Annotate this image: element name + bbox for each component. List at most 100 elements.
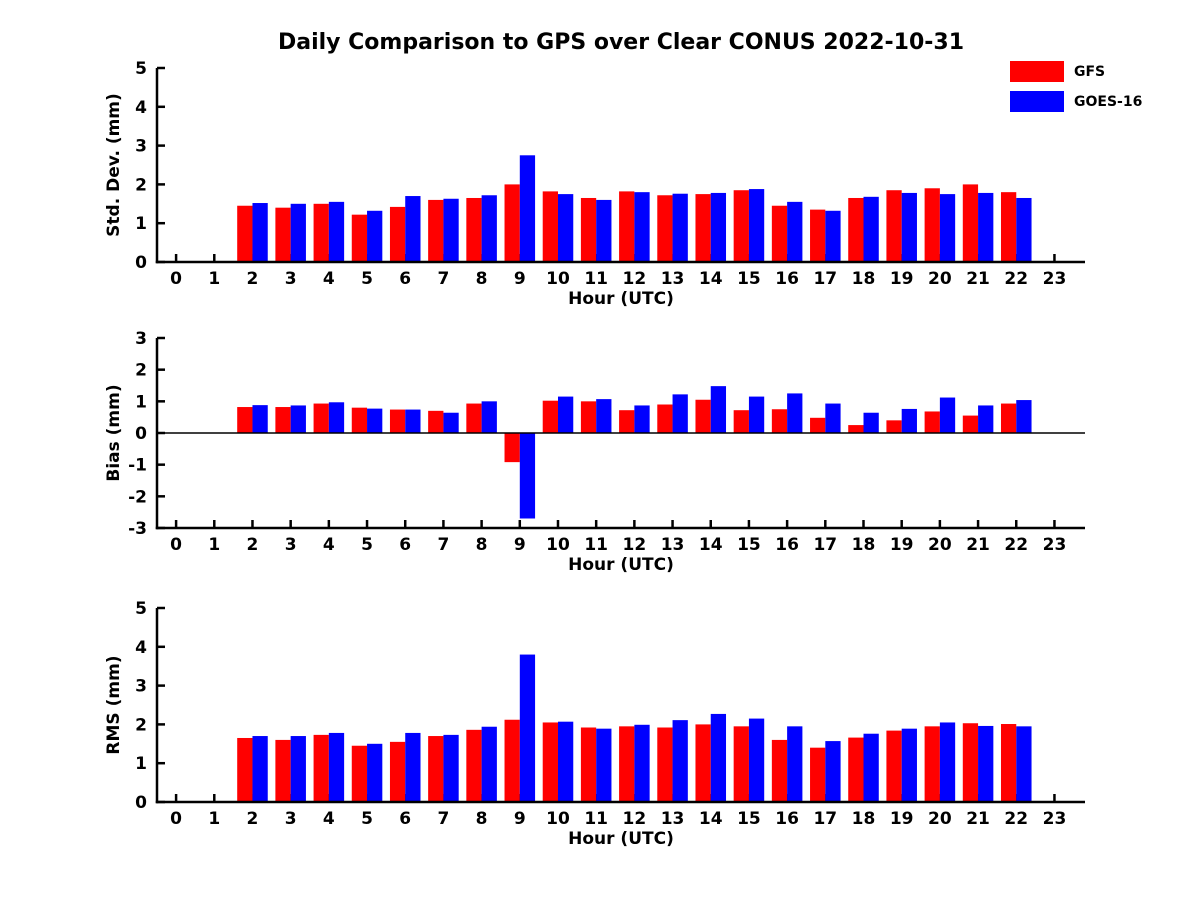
bar (596, 728, 612, 802)
y-tick-label: 0 (135, 793, 147, 813)
bar (389, 206, 406, 262)
bar (1000, 403, 1017, 433)
x-tick-label: 11 (584, 809, 608, 829)
x-tick-label: 18 (852, 809, 876, 829)
bar (313, 203, 329, 262)
bar (848, 425, 864, 433)
bar (237, 737, 253, 802)
bar (825, 403, 841, 433)
y-tick-label: 0 (135, 253, 147, 273)
x-tick-label: 4 (323, 535, 335, 555)
bar (367, 408, 383, 433)
bar (657, 195, 673, 262)
bar (542, 722, 558, 802)
bar (1000, 192, 1017, 262)
x-tick-label: 20 (928, 269, 952, 289)
bar (787, 201, 803, 262)
bar (519, 155, 536, 262)
bar (351, 407, 368, 433)
bar (466, 729, 482, 802)
bar (771, 739, 788, 802)
x-tick-label: 1 (208, 269, 220, 289)
x-tick-label: 22 (1004, 269, 1028, 289)
bar (825, 210, 841, 262)
y-tick-label: 2 (135, 361, 147, 381)
x-tick-label: 7 (437, 269, 449, 289)
bar (710, 192, 727, 262)
y-axis-label: Bias (mm) (104, 384, 124, 481)
y-tick-label: 2 (135, 175, 147, 195)
x-tick-label: 19 (890, 269, 914, 289)
x-tick-label: 8 (476, 535, 488, 555)
bar (252, 405, 268, 433)
bar (481, 401, 497, 433)
bar (695, 724, 711, 802)
bar (771, 409, 788, 433)
x-tick-label: 4 (323, 809, 335, 829)
x-tick-label: 17 (813, 535, 837, 555)
legend-label-goes16: GOES-16 (1074, 93, 1143, 110)
chart-title: Daily Comparison to GPS over Clear CONUS… (277, 30, 965, 55)
bar (443, 412, 459, 433)
bar (657, 727, 673, 802)
bar (672, 394, 688, 433)
x-axis-label: Hour (UTC) (568, 829, 674, 849)
y-tick-label: 1 (135, 754, 147, 774)
y-tick-label: 5 (135, 59, 147, 79)
bar (367, 743, 383, 802)
bar (787, 393, 803, 433)
x-tick-label: 19 (890, 809, 914, 829)
y-tick-label: -2 (128, 487, 147, 507)
x-tick-label: 21 (966, 535, 990, 555)
x-tick-label: 0 (170, 269, 182, 289)
x-tick-label: 9 (514, 809, 526, 829)
bar (519, 433, 536, 519)
bar (672, 193, 688, 262)
bar (1016, 400, 1032, 433)
bar (733, 410, 749, 433)
x-tick-label: 5 (361, 535, 373, 555)
bar (886, 420, 902, 433)
bar (580, 727, 597, 802)
bar (443, 198, 459, 262)
bar (252, 203, 268, 262)
x-tick-label: 18 (852, 535, 876, 555)
x-tick-label: 6 (399, 809, 411, 829)
y-tick-label: 1 (135, 392, 147, 412)
bar (886, 730, 902, 802)
y-axis-label: RMS (mm) (104, 655, 124, 754)
bar (405, 409, 421, 433)
x-tick-label: 20 (928, 535, 952, 555)
x-tick-label: 3 (285, 269, 297, 289)
bar (428, 410, 444, 433)
bar (939, 722, 956, 802)
x-tick-label: 6 (399, 269, 411, 289)
bar (504, 719, 520, 802)
bar (924, 726, 940, 802)
x-tick-label: 12 (623, 535, 647, 555)
bar (557, 396, 574, 433)
x-tick-label: 18 (852, 269, 876, 289)
bar (428, 199, 444, 262)
bar (848, 197, 864, 262)
bar (389, 409, 406, 433)
x-tick-label: 13 (661, 269, 685, 289)
y-tick-label: 3 (135, 137, 147, 157)
bar (237, 407, 253, 433)
bar (939, 397, 956, 433)
bar (733, 726, 749, 802)
bar (542, 400, 558, 433)
x-tick-label: 1 (208, 809, 220, 829)
x-tick-label: 13 (661, 809, 685, 829)
bar (733, 190, 749, 262)
y-tick-label: 4 (135, 638, 147, 658)
bar (810, 209, 826, 262)
bar (810, 747, 826, 802)
y-tick-label: 1 (135, 214, 147, 234)
bar (978, 192, 994, 262)
x-axis-label: Hour (UTC) (568, 555, 674, 575)
bar (313, 734, 329, 802)
x-tick-label: 8 (476, 809, 488, 829)
